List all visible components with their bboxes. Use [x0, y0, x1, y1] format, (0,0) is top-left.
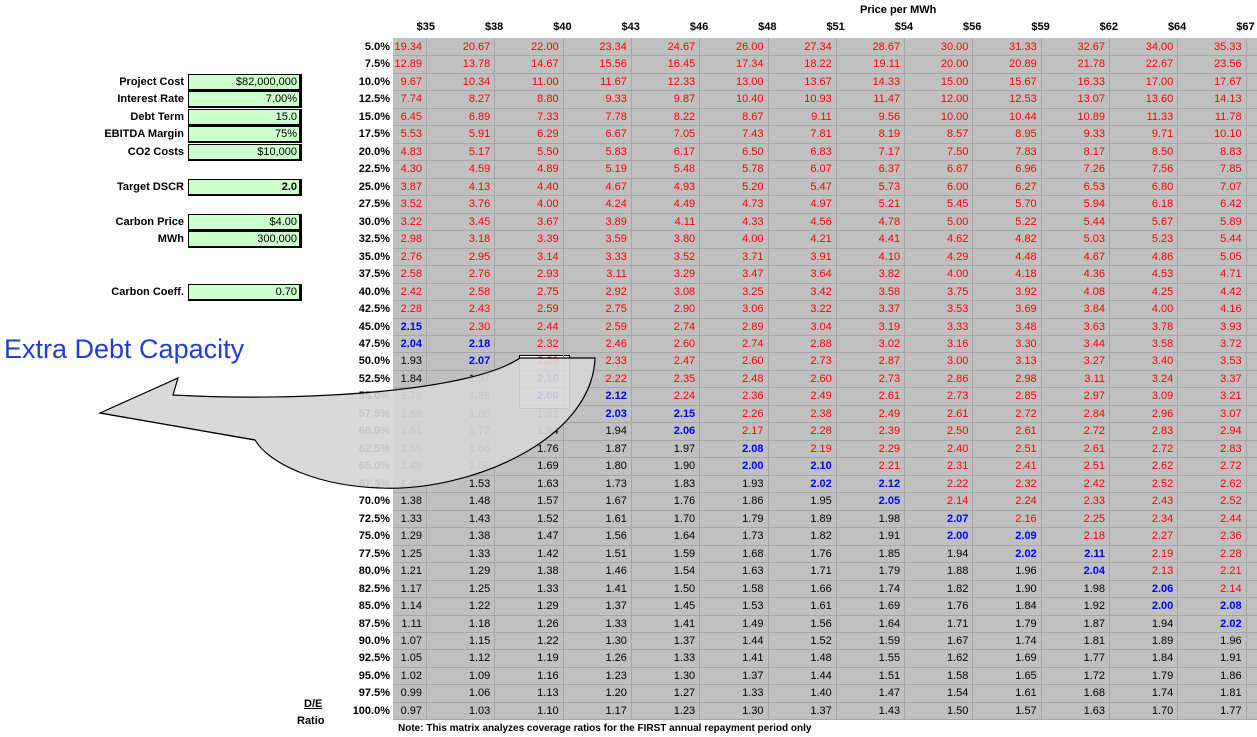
curved-arrow [0, 0, 1257, 737]
arrow-shape [100, 358, 595, 488]
spreadsheet: Extra Debt Capacity Price per MWh$35$38$… [0, 0, 1257, 737]
